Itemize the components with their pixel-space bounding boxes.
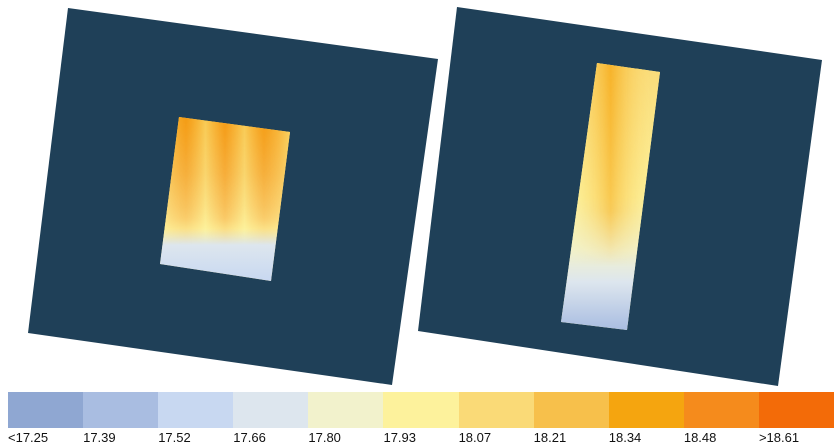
- legend-swatch: [458, 392, 534, 428]
- legend-tick-label: 17.39: [83, 430, 116, 445]
- legend-tick-label: <17.25: [8, 430, 49, 445]
- legend-tick-label: >18.61: [758, 430, 800, 445]
- legend-swatch: [308, 392, 384, 428]
- legend-swatch: [83, 392, 159, 428]
- panels-canvas: [28, 7, 822, 386]
- legend-swatches: [8, 392, 835, 428]
- legend-swatch: [383, 392, 459, 428]
- legend-tick-label: 18.48: [683, 430, 717, 445]
- legend-swatch: [8, 392, 84, 428]
- legend-tick-label: 18.07: [458, 430, 492, 445]
- color-legend: <17.25 17.39 17.52 17.66 17.80 17.93 18.07 18.2…: [8, 392, 835, 447]
- legend-swatch: [533, 392, 609, 428]
- legend-tick-label: 18.34: [608, 430, 642, 445]
- left-heatmap-streaks: [160, 117, 290, 281]
- legend-swatch: [158, 392, 234, 428]
- legend-labels: <17.25 17.39 17.52 17.66 17.80 17.93 18.07 18.2…: [8, 430, 834, 446]
- legend-swatch: [758, 392, 835, 428]
- legend-tick-label: 17.52: [158, 430, 191, 445]
- legend-tick-label: 18.21: [533, 430, 567, 445]
- legend-tick-label: 17.66: [233, 430, 266, 445]
- legend-swatch: [683, 392, 759, 428]
- legend-tick-label: 17.80: [308, 430, 341, 445]
- legend-swatch: [608, 392, 684, 428]
- legend-swatch: [233, 392, 309, 428]
- legend-tick-label: 17.93: [383, 430, 417, 445]
- heatmap-panels: [28, 7, 822, 386]
- right-heatmap-core: [561, 63, 660, 330]
